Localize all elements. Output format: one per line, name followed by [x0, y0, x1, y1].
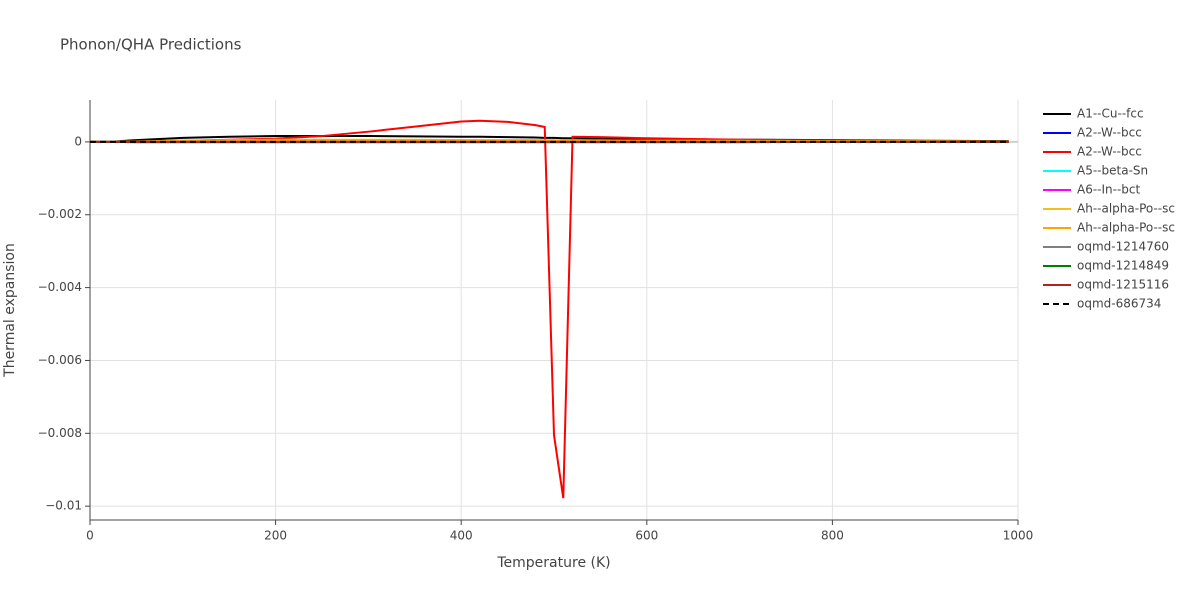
- x-tick-label: 0: [86, 529, 94, 543]
- grid: 0 200 400 600 800 1000 −0.01 −0.008 −0.006 −0.004…: [38, 100, 1034, 543]
- y-tick-label: −0.004: [38, 280, 82, 294]
- x-tick-label: 400: [450, 529, 473, 543]
- legend-label: oqmd-1214760: [1077, 240, 1169, 254]
- legend-label: oqmd-1214849: [1077, 259, 1169, 273]
- y-axis-title: Thermal expansion: [2, 243, 18, 378]
- legend-label: Ah--alpha-Po--sc: [1077, 202, 1175, 216]
- x-axis-title: Temperature (K): [496, 555, 610, 571]
- x-tick-label: 1000: [1003, 529, 1034, 543]
- x-tick-label: 200: [264, 529, 287, 543]
- legend-label: A2--W--bcc: [1077, 145, 1142, 159]
- y-tick-label: −0.01: [45, 499, 82, 513]
- legend-label: oqmd-1215116: [1077, 278, 1169, 292]
- y-tick-label: −0.002: [38, 207, 82, 221]
- y-tick-label: −0.006: [38, 353, 82, 367]
- legend-label: oqmd-686734: [1077, 297, 1161, 311]
- series-line: [90, 119, 1009, 499]
- y-tick-label: −0.008: [38, 426, 82, 440]
- y-tick-label: 0: [74, 134, 82, 148]
- x-tick-label: 800: [821, 529, 844, 543]
- legend-label: A2--W--bcc: [1077, 126, 1142, 140]
- plot-lines: [90, 119, 1009, 499]
- legend-label: A5--beta-Sn: [1077, 164, 1148, 178]
- legend-label: A1--Cu--fcc: [1077, 107, 1144, 121]
- chart-title: Phonon/QHA Predictions: [60, 36, 242, 54]
- legend: A1--Cu--fcc A2--W--bcc A2--W--bcc A5--beta-…: [1043, 107, 1175, 311]
- legend-label: A6--In--bct: [1077, 183, 1141, 197]
- legend-label: Ah--alpha-Po--sc: [1077, 221, 1175, 235]
- x-tick-label: 600: [635, 529, 658, 543]
